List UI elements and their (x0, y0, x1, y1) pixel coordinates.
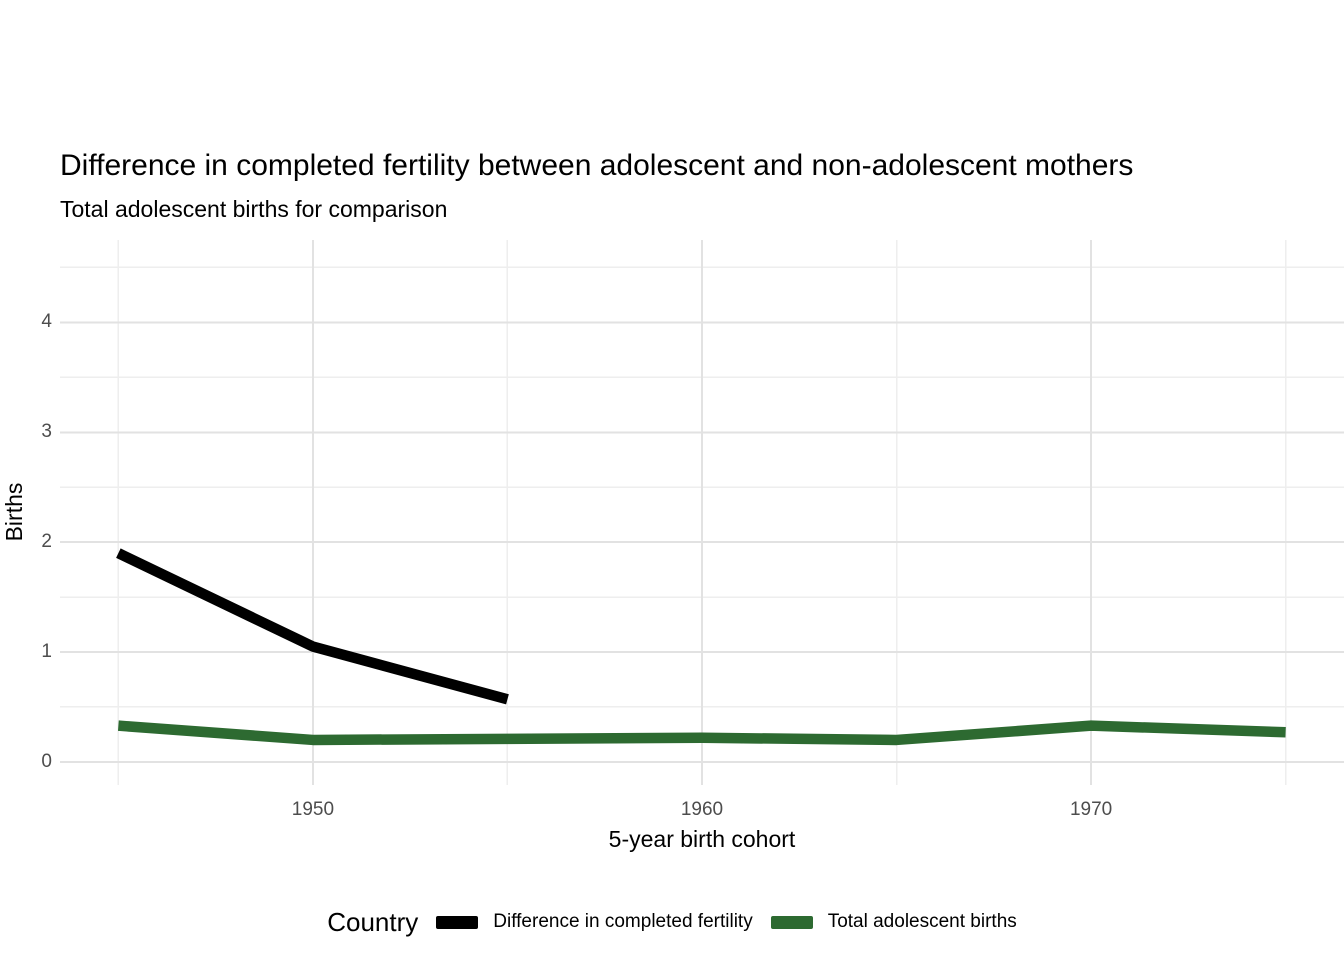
x-tick-label: 1960 (680, 799, 724, 820)
legend-item-0: Difference in completed fertility (436, 911, 753, 933)
legend-label-1: Total adolescent births (827, 911, 1017, 932)
y-tick-label: 0 (41, 750, 52, 772)
legend-key-swatch-0 (436, 915, 479, 929)
chart-title: Difference in completed fertility betwee… (60, 149, 1134, 182)
legend: Country Difference in completed fertilit… (0, 903, 1344, 941)
y-tick-label: 4 (41, 311, 52, 333)
x-tick-label: 1970 (1069, 799, 1113, 820)
legend-title: Country (327, 906, 419, 937)
chart-subtitle: Total adolescent births for comparison (60, 196, 448, 222)
x-tick-label: 1950 (291, 799, 335, 820)
legend-key-swatch-1 (770, 915, 813, 929)
legend-item-1: Total adolescent births (770, 911, 1017, 933)
y-tick-label: 3 (41, 421, 52, 443)
x-axis-title: 5-year birth cohort (608, 826, 796, 852)
legend-label-0: Difference in completed fertility (493, 911, 753, 932)
series-line-1 (117, 720, 1286, 746)
y-tick-label: 1 (41, 641, 52, 663)
series-line-0 (116, 548, 509, 705)
y-tick-label: 2 (41, 531, 52, 553)
y-axis-title: Births (1, 482, 27, 542)
